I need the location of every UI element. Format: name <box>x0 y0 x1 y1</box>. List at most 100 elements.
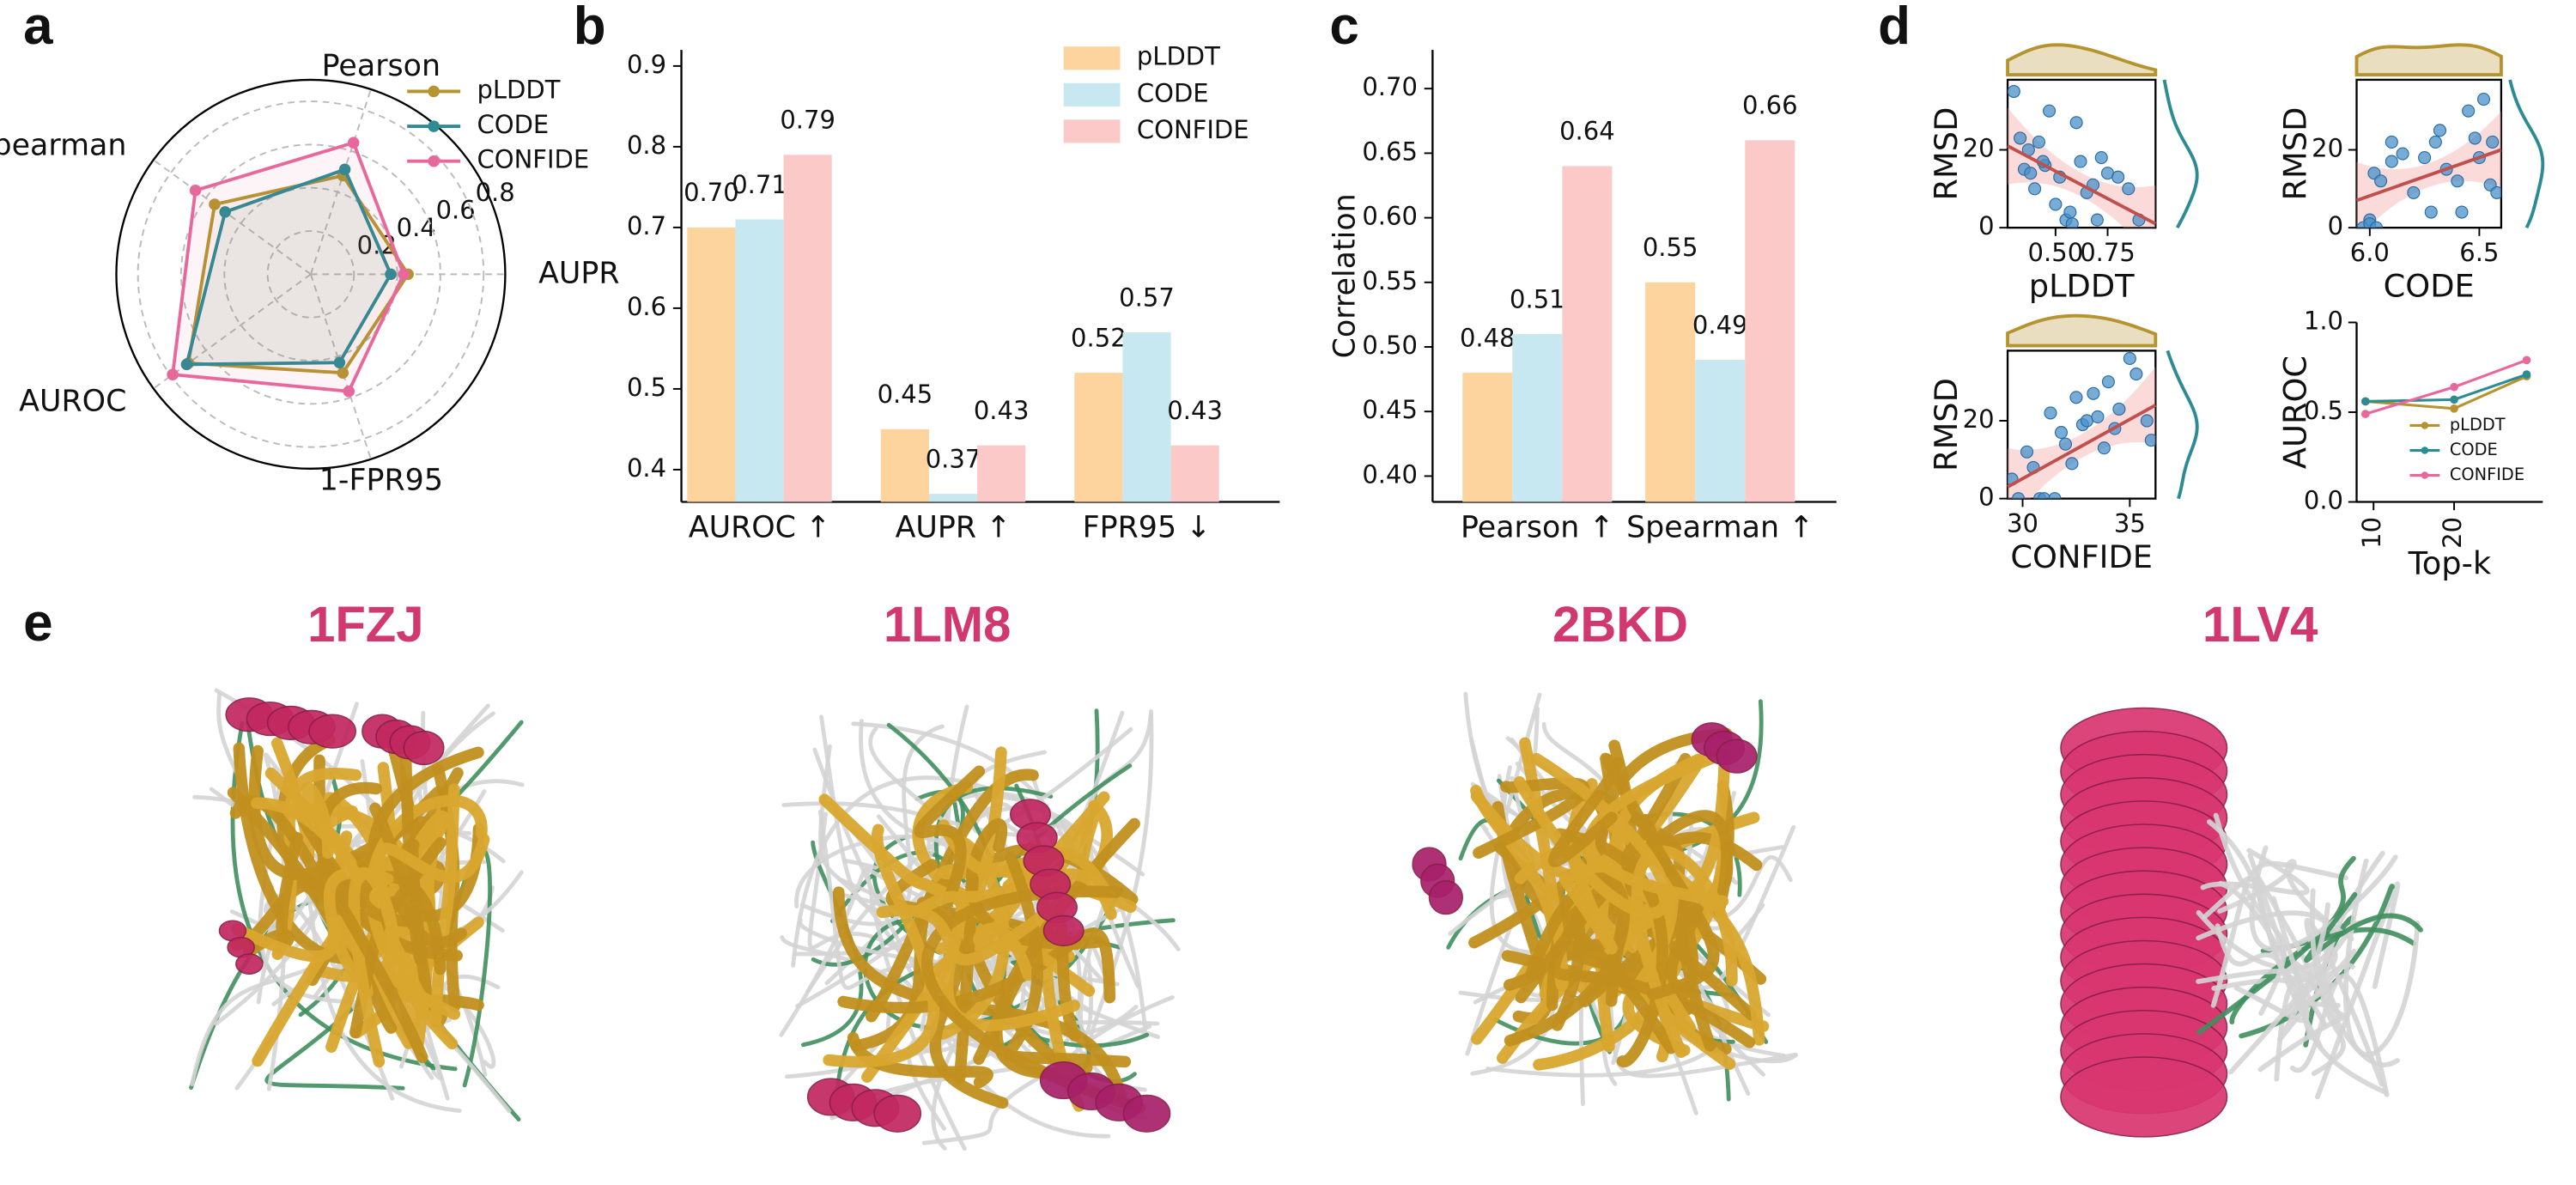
x-tick-label: AUROC ↑ <box>689 510 831 544</box>
point <box>2058 437 2073 451</box>
value-label: 0.49 <box>1692 310 1748 339</box>
panel-label: d <box>1878 0 1911 56</box>
helix <box>308 714 356 749</box>
ribbon <box>429 783 460 1025</box>
ribbon <box>1601 753 1720 1000</box>
ribbon <box>818 744 927 1003</box>
x-tick-label: FPR95 ↓ <box>1083 510 1212 544</box>
point <box>2385 155 2398 168</box>
panel-label: a <box>23 0 53 56</box>
axis-label: Spearman <box>0 128 126 162</box>
value-label: 0.79 <box>780 106 835 135</box>
y-tick-label: 0.65 <box>1362 137 1418 166</box>
radar-point <box>338 163 351 176</box>
y-tick-label: 0.9 <box>627 50 666 79</box>
point <box>2008 84 2020 99</box>
legend-label: CODE <box>477 110 549 139</box>
point <box>2074 155 2087 168</box>
radar-point <box>337 367 349 379</box>
axis-label: AUROC <box>19 384 126 418</box>
bar <box>1462 373 1513 502</box>
y-axis-label: RMSD <box>1928 378 1965 471</box>
ribbon <box>2277 902 2357 1042</box>
legend-marker <box>2421 471 2429 479</box>
legend-label: CONFIDE <box>2450 465 2524 484</box>
radar-point <box>385 268 397 281</box>
legend-label: CONFIDE <box>477 145 589 174</box>
ribbon <box>2213 812 2287 1016</box>
bar <box>880 428 929 502</box>
y-tick-label: 0.6 <box>627 292 666 321</box>
y-tick-label: 0.5 <box>627 373 666 402</box>
legend-label: CODE <box>2450 440 2498 459</box>
point <box>2428 135 2442 149</box>
value-label: 0.43 <box>1167 396 1223 425</box>
helix <box>1716 738 1758 774</box>
helix <box>403 730 445 766</box>
value-label: 0.66 <box>1742 91 1798 120</box>
point <box>2122 182 2136 196</box>
grid-circle <box>266 230 355 319</box>
bar <box>735 219 784 502</box>
marginal-density <box>2354 43 2503 77</box>
ribbon <box>1638 813 1704 1001</box>
radar-line <box>170 140 406 393</box>
point <box>2090 213 2104 227</box>
trend-line <box>2007 404 2157 489</box>
value-label: 0.70 <box>683 178 739 207</box>
y-axis-label: AUROC <box>2276 356 2313 469</box>
bar <box>687 227 736 502</box>
y-tick-label: 0.4 <box>627 453 666 483</box>
x-tick-label: Pearson ↑ <box>1461 510 1614 544</box>
legend-marker <box>428 155 440 167</box>
radar-point <box>343 385 355 398</box>
ribbon <box>2249 845 2398 952</box>
bar <box>1512 333 1563 502</box>
value-label: 0.45 <box>878 380 933 409</box>
point <box>2012 492 2026 499</box>
marginal-density <box>2508 79 2545 229</box>
trend-line <box>2355 148 2502 203</box>
point <box>2374 174 2388 188</box>
point <box>2063 205 2077 219</box>
ribbon <box>876 893 1071 966</box>
axis-label: Pearson <box>322 49 440 83</box>
ribbon <box>2196 855 2356 1036</box>
marginal-density <box>2162 79 2199 229</box>
line-point <box>2361 410 2370 418</box>
y-tick-label: 0.5 <box>2304 396 2343 425</box>
marginal-density <box>2006 313 2158 348</box>
y-tick-label: 20 <box>2312 133 2343 162</box>
ribbon <box>1547 757 1624 867</box>
confidence-band <box>2008 107 2156 228</box>
radar-line <box>184 167 393 367</box>
point <box>2020 445 2034 459</box>
legend-label: pLDDT <box>1137 42 1220 71</box>
point <box>2069 116 2083 130</box>
ribbon <box>914 765 986 910</box>
point <box>2369 221 2384 228</box>
ribbon <box>799 724 945 927</box>
legend-label: CODE <box>1137 78 1209 107</box>
line-point <box>2450 395 2458 404</box>
point <box>2112 402 2126 416</box>
point <box>2091 410 2105 423</box>
x-axis-label: Top-k <box>2408 545 2492 582</box>
plot-frame <box>2006 349 2157 500</box>
y-axis-label: RMSD <box>1928 107 1965 201</box>
value-label: 0.51 <box>1510 284 1565 313</box>
grid-circle <box>137 100 485 448</box>
y-tick-label: 0.70 <box>1362 72 1418 101</box>
legend-marker <box>2421 422 2429 429</box>
y-tick-label: 0.40 <box>1362 459 1418 489</box>
point <box>2490 185 2501 199</box>
value-label: 0.64 <box>1559 117 1615 146</box>
point <box>2144 434 2156 447</box>
ribbon <box>264 981 405 1091</box>
ribbon <box>231 867 394 963</box>
legend-label: pLDDT <box>477 75 560 104</box>
point <box>2129 368 2143 381</box>
point <box>2044 406 2057 420</box>
bar <box>1562 166 1613 502</box>
